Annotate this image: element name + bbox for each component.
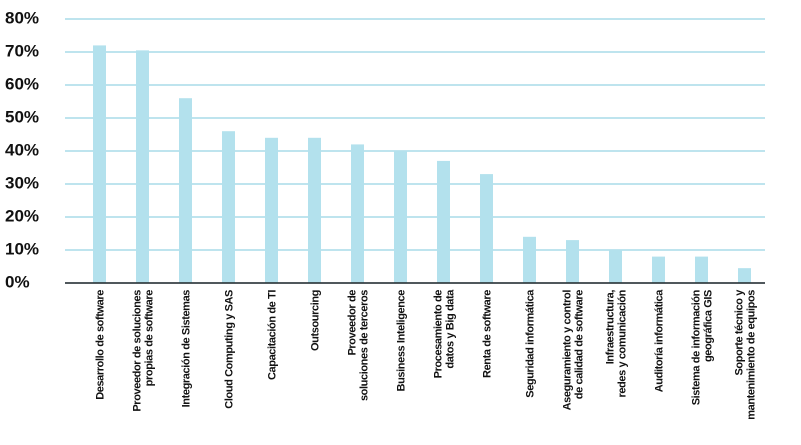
- x-tick-label: Infraestructura,redes y comunicación: [605, 289, 629, 397]
- x-tick-label: Soporte técnico ymantenimiento de equipo…: [734, 289, 758, 420]
- x-tick-label: Procesamiento dedatos y Big data: [433, 289, 457, 379]
- bar: [523, 236, 536, 283]
- bar: [308, 137, 321, 283]
- labels: 0% 10% 20% 30% 40% 50% 60% 70% 80% Desarrollo de …: [5, 8, 758, 419]
- bar: [351, 144, 364, 283]
- y-tick-label: 10%: [5, 239, 39, 258]
- bar: [437, 160, 450, 283]
- bar: [179, 98, 192, 283]
- x-tick-label: Outsourcing: [310, 290, 322, 351]
- bar: [738, 268, 751, 283]
- bars: [93, 45, 751, 284]
- y-tick-label: 40%: [5, 140, 39, 159]
- x-tick-label: Desarrollo de software: [95, 290, 107, 400]
- x-tick-label: Sistema de informacióngeográfica GIS: [691, 289, 715, 405]
- bar: [566, 240, 579, 283]
- y-tick-label: 60%: [5, 74, 39, 93]
- x-tick-label: Business Inteligence: [396, 290, 408, 392]
- bar: [695, 256, 708, 283]
- y-tick-label: 0%: [5, 272, 30, 291]
- bar: [222, 131, 235, 283]
- x-tick-label: Integración de Sistemas: [181, 290, 193, 408]
- y-tick-label: 30%: [5, 173, 39, 192]
- y-tick-label: 50%: [5, 107, 39, 126]
- bar: [609, 250, 622, 283]
- x-tick-label: Aseguramiento y controlde calidad de sof…: [562, 290, 586, 411]
- y-tick-label: 20%: [5, 206, 39, 225]
- grid: [65, 18, 765, 284]
- bar: [480, 174, 493, 283]
- bar: [93, 45, 106, 284]
- bar: [265, 137, 278, 283]
- bar: [136, 50, 149, 283]
- y-tick-label: 80%: [5, 8, 39, 27]
- x-tick-label: Proveedor desoluciones de terceros: [347, 290, 371, 401]
- x-tick-label: Capacitación de TI: [267, 290, 279, 380]
- x-tick-label: Seguridad informática: [525, 289, 537, 398]
- x-tick-label: Cloud Computing y SAS: [224, 290, 236, 409]
- bar: [652, 256, 665, 283]
- x-tick-label: Renta de software: [482, 290, 494, 378]
- x-tick-label: Auditoría informática: [654, 289, 666, 393]
- x-tick-label: Proveedor de solucionespropias de softwa…: [132, 290, 156, 412]
- bar: [394, 151, 407, 283]
- y-tick-label: 70%: [5, 41, 39, 60]
